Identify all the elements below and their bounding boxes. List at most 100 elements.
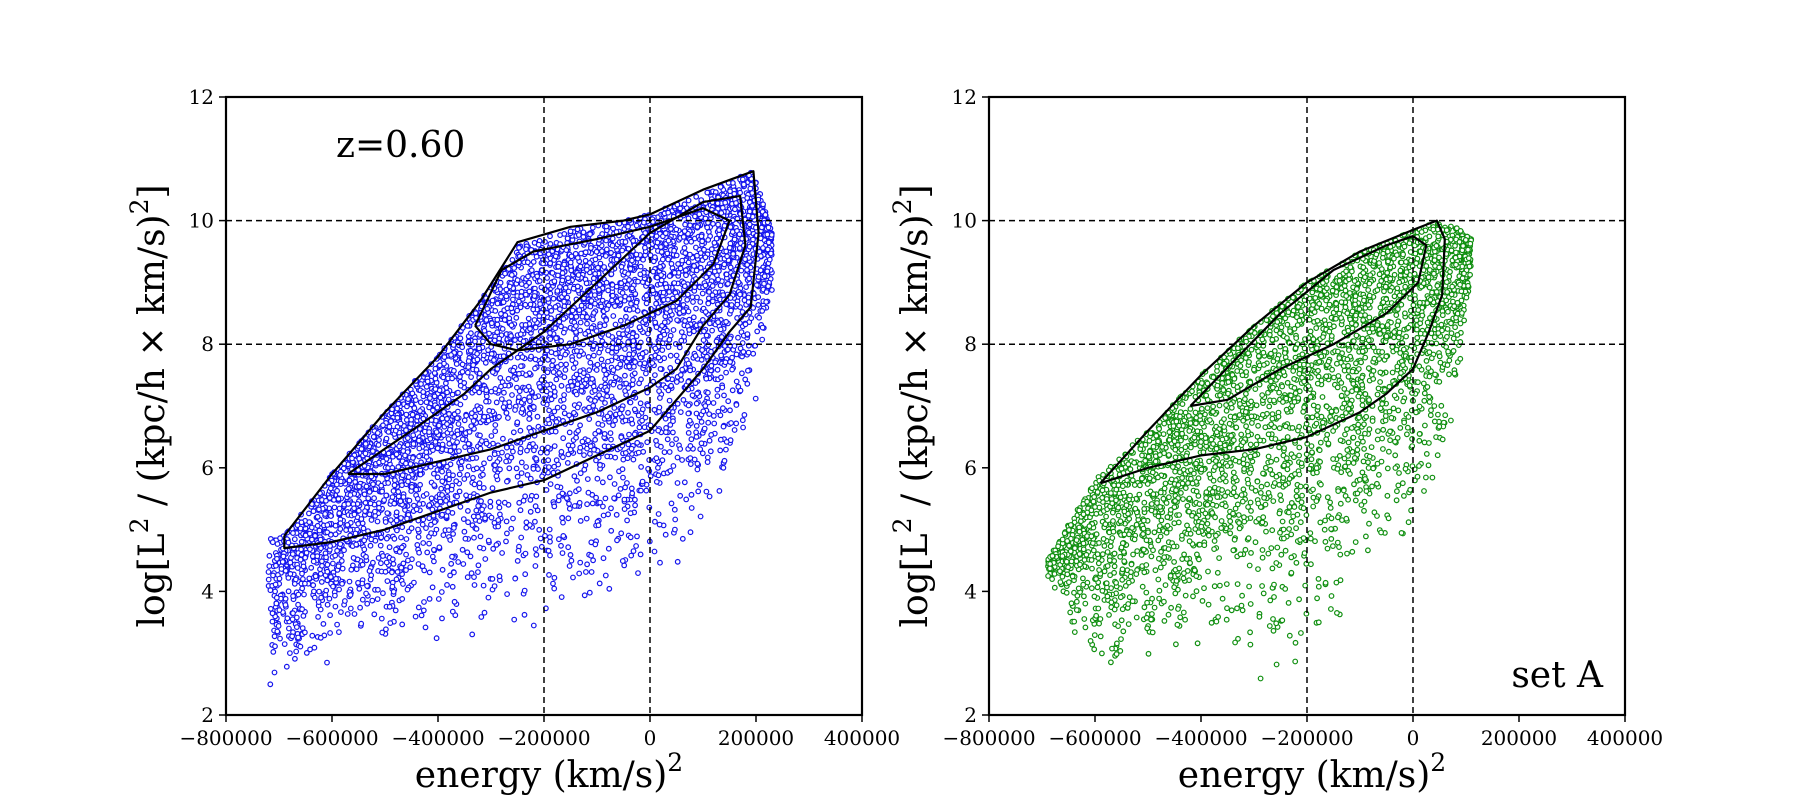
data-point [397, 420, 404, 427]
data-point [518, 459, 525, 466]
data-point [559, 515, 565, 521]
data-point [459, 344, 466, 351]
data-point [674, 480, 681, 486]
data-point [637, 263, 644, 270]
data-point [463, 492, 470, 499]
data-point [273, 594, 280, 601]
data-point [666, 273, 673, 280]
data-point [489, 576, 496, 582]
data-point [669, 441, 675, 448]
data-point [618, 280, 625, 287]
data-point [588, 324, 595, 331]
data-point [625, 385, 632, 391]
data-point [635, 449, 642, 456]
data-point [318, 594, 325, 601]
data-point [274, 541, 281, 547]
data-point [705, 236, 712, 243]
data-point [327, 612, 334, 619]
data-point [389, 583, 396, 590]
data-point [496, 504, 503, 511]
data-point [495, 523, 502, 530]
data-point [736, 231, 743, 238]
data-point [556, 536, 562, 543]
data-point [269, 618, 276, 625]
data-point [343, 527, 350, 533]
data-point [594, 361, 601, 368]
data-point [698, 419, 705, 425]
data-point [765, 283, 772, 290]
data-point [459, 368, 466, 375]
data-point [486, 455, 493, 462]
data-point [576, 307, 583, 314]
data-point [587, 450, 593, 457]
data-point [532, 324, 539, 331]
data-point [479, 465, 486, 472]
data-point [611, 405, 618, 411]
data-point [595, 522, 602, 529]
data-point [763, 289, 770, 296]
data-point [578, 302, 585, 309]
data-point [434, 404, 441, 411]
data-point [560, 329, 567, 336]
data-point [697, 299, 704, 305]
data-point [659, 347, 666, 354]
data-point [716, 227, 722, 234]
data-point [510, 515, 516, 522]
data-point [386, 423, 393, 430]
data-point [582, 249, 589, 256]
data-point [551, 443, 558, 450]
data-point [561, 298, 567, 305]
data-point [602, 572, 609, 579]
data-point [519, 405, 526, 412]
data-point [702, 254, 709, 261]
data-point [675, 261, 681, 267]
data-point [699, 450, 706, 457]
data-point [551, 408, 558, 415]
data-point [413, 486, 420, 493]
data-point [496, 573, 503, 580]
data-point [764, 246, 771, 253]
data-point [547, 330, 553, 336]
data-point [612, 417, 618, 424]
data-point [665, 344, 672, 351]
data-point [612, 374, 619, 381]
data-point [406, 497, 413, 504]
data-point [524, 447, 530, 454]
data-point [592, 398, 598, 404]
data-point [560, 454, 566, 461]
data-point [681, 244, 688, 251]
scatter-points-left [265, 169, 775, 688]
data-point [656, 404, 663, 411]
data-point [491, 583, 498, 589]
data-point [599, 248, 605, 255]
data-point [420, 540, 427, 546]
data-point [705, 300, 712, 307]
data-point [390, 561, 397, 567]
data-point [272, 581, 279, 588]
data-point [380, 553, 386, 559]
data-point [666, 336, 673, 343]
data-point [517, 507, 524, 514]
data-point [465, 519, 472, 526]
data-point [518, 470, 525, 477]
data-point [429, 553, 436, 560]
data-point [706, 320, 713, 327]
data-point [523, 387, 530, 394]
data-point [638, 487, 644, 494]
data-point [396, 549, 403, 555]
data-point [367, 576, 374, 583]
data-point [600, 512, 607, 519]
data-point [561, 374, 568, 381]
data-point [561, 392, 567, 398]
data-point [581, 452, 587, 459]
data-point [744, 267, 750, 273]
data-point [523, 464, 529, 470]
data-point [389, 556, 396, 563]
data-point [317, 634, 324, 641]
data-point [558, 542, 564, 549]
data-point [301, 591, 307, 598]
data-point [510, 448, 516, 455]
data-point [554, 288, 561, 294]
data-point [617, 317, 624, 324]
data-point [589, 224, 596, 231]
